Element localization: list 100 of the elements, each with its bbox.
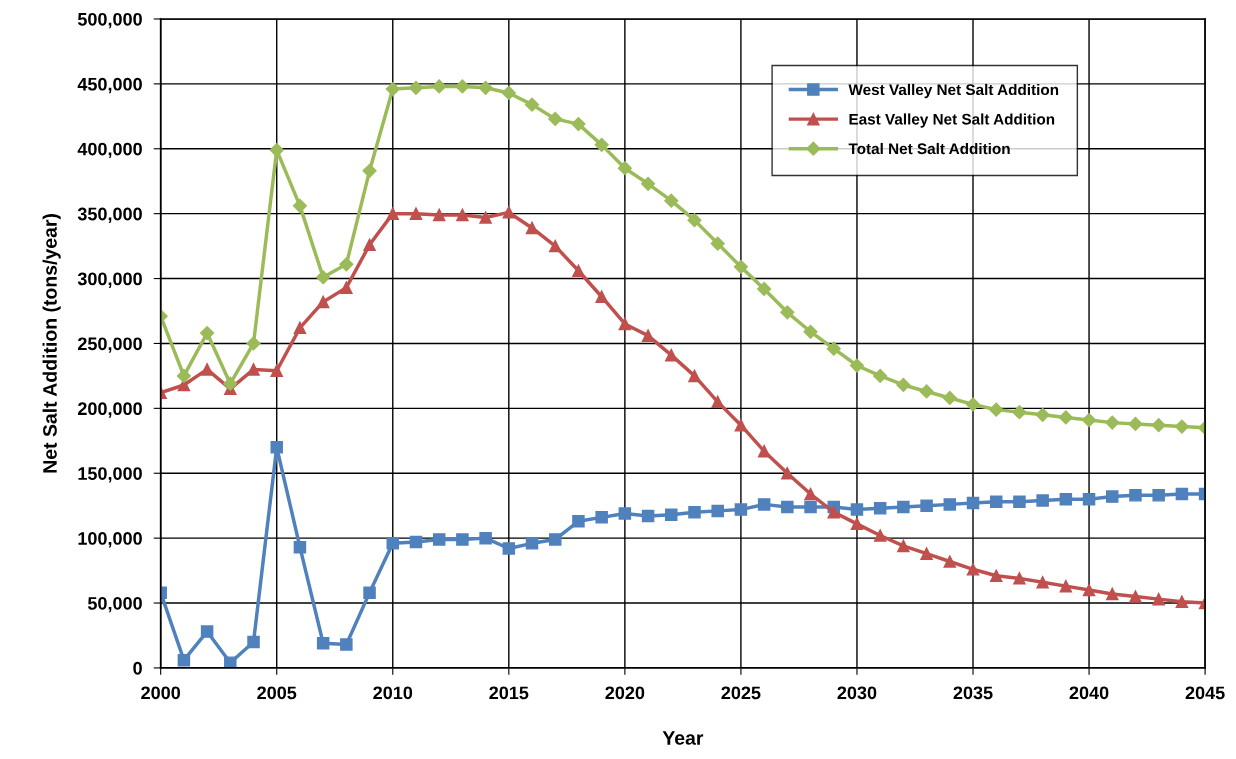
point <box>1035 407 1050 422</box>
point <box>850 517 864 531</box>
x-tick-label: 2045 <box>1185 686 1225 700</box>
point <box>1013 572 1026 585</box>
point <box>409 207 423 220</box>
point <box>1106 490 1119 503</box>
point <box>501 85 516 101</box>
point <box>177 653 191 667</box>
point <box>873 502 887 515</box>
point <box>525 537 539 550</box>
point <box>1059 579 1073 593</box>
x-tick-label: 2040 <box>1069 686 1109 700</box>
y-tick-label: 50,000 <box>87 596 142 613</box>
point <box>665 348 678 362</box>
point <box>687 213 702 228</box>
point <box>572 264 585 278</box>
point <box>293 540 307 554</box>
point <box>525 221 539 235</box>
point <box>479 211 492 224</box>
point <box>711 504 724 518</box>
y-axis-title: Net Salt Addition (tons/year) <box>42 214 61 473</box>
x-tick-label: 2035 <box>953 686 993 700</box>
point <box>618 507 632 520</box>
point <box>386 207 400 220</box>
point <box>385 81 400 97</box>
point <box>340 638 353 651</box>
point <box>1152 489 1165 502</box>
x-tick-label: 2010 <box>373 686 413 700</box>
point <box>804 500 817 514</box>
point <box>757 498 771 511</box>
point <box>734 418 748 432</box>
point <box>943 498 957 511</box>
point <box>734 503 748 516</box>
point <box>1036 494 1049 507</box>
point <box>1058 410 1073 425</box>
point <box>247 363 260 376</box>
point <box>432 533 446 546</box>
point <box>757 281 772 297</box>
point <box>989 569 1003 583</box>
point <box>246 336 261 351</box>
point <box>989 402 1004 417</box>
x-tick-label: 2015 <box>489 686 529 700</box>
point <box>827 505 841 519</box>
legend-label: Total Net Salt Addition <box>848 142 1010 155</box>
point <box>688 505 701 519</box>
point <box>873 529 887 542</box>
point <box>733 259 748 274</box>
point <box>455 79 470 94</box>
point <box>664 193 679 208</box>
point <box>362 163 377 178</box>
point <box>340 281 353 294</box>
point <box>293 321 307 335</box>
point <box>803 324 818 339</box>
point <box>688 369 701 383</box>
point <box>1151 418 1166 433</box>
point <box>270 364 283 377</box>
point <box>456 208 469 222</box>
point <box>920 547 933 560</box>
y-tick-label: 350,000 <box>77 207 142 223</box>
point <box>942 390 957 406</box>
x-tick-label: 2005 <box>257 686 297 700</box>
y-tick-label: 500,000 <box>77 12 142 29</box>
point <box>781 500 794 514</box>
point <box>1128 416 1143 431</box>
point <box>478 80 493 95</box>
point <box>316 637 330 650</box>
point <box>1013 495 1026 509</box>
legend-label: West Valley Net Salt Addition <box>848 83 1059 99</box>
x-tick-label: 2025 <box>721 686 761 700</box>
x-tick-label: 2000 <box>141 686 181 700</box>
point <box>618 317 632 331</box>
y-tick-label: 200,000 <box>77 402 142 418</box>
point <box>363 586 376 599</box>
point <box>339 257 354 272</box>
point <box>224 656 237 668</box>
point <box>989 495 1003 509</box>
point <box>479 531 492 545</box>
point <box>456 533 469 546</box>
point <box>919 384 934 399</box>
point <box>408 80 424 95</box>
point <box>897 539 910 553</box>
point <box>223 376 238 391</box>
point <box>247 635 260 649</box>
point <box>850 503 864 516</box>
point <box>1105 415 1120 430</box>
point <box>363 238 376 252</box>
point <box>640 176 656 191</box>
y-tick-label: 150,000 <box>78 467 142 483</box>
point <box>920 499 933 512</box>
point <box>757 444 771 458</box>
point <box>432 208 446 222</box>
point <box>270 441 283 454</box>
point <box>849 358 865 373</box>
point <box>1082 583 1096 597</box>
point <box>710 236 725 251</box>
y-tick-label: 250,000 <box>77 337 142 353</box>
y-tick-label: 300,000 <box>77 272 142 288</box>
point <box>316 295 330 309</box>
legend-label: East Valley Net Salt Addition <box>849 113 1055 128</box>
point <box>269 142 284 158</box>
